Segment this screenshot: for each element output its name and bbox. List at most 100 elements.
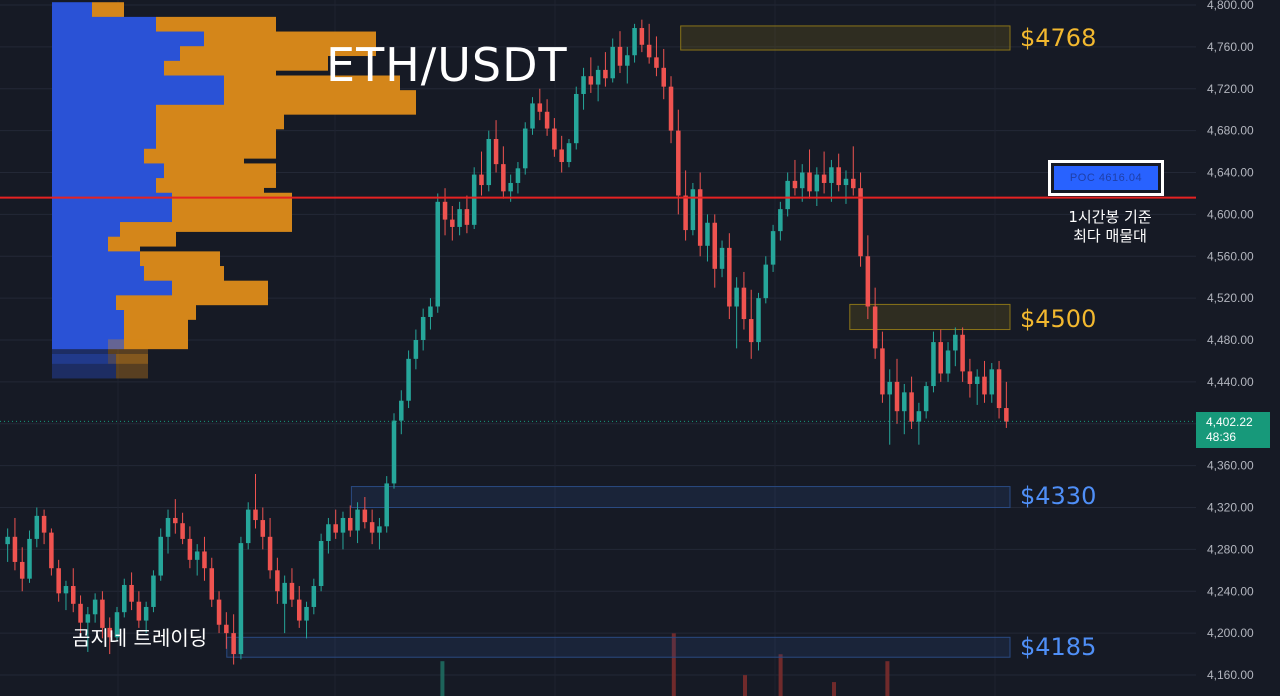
candle-body [989, 369, 995, 395]
candle-body [5, 536, 10, 545]
candle-body [530, 103, 535, 129]
poc-callout: POC 4616.04 [1048, 160, 1164, 196]
candle-body [646, 44, 652, 58]
candle-body [384, 483, 389, 527]
candle-body [333, 524, 338, 533]
volume-bar [671, 633, 676, 696]
candle-body [741, 287, 747, 320]
candle-body [515, 168, 521, 183]
candle-body [275, 570, 280, 592]
candle-body [202, 551, 207, 569]
y-tick-label: 4,360.00 [1207, 459, 1254, 473]
candle-body [697, 189, 703, 246]
candle-body [814, 174, 820, 192]
candle-body [705, 222, 710, 246]
candle-body [559, 149, 564, 163]
candle-body [617, 46, 623, 66]
volume-bar [778, 654, 783, 696]
candle-body [165, 517, 171, 537]
candle-body [122, 584, 127, 613]
candle-body [719, 247, 725, 269]
candle-body [348, 517, 353, 531]
candle-body [938, 342, 944, 374]
poc-note: 1시간봉 기준 최다 매물대 [1040, 208, 1180, 246]
candle-body [12, 536, 18, 562]
candle-body [967, 371, 973, 384]
candle-body [143, 606, 149, 621]
candle-body [756, 298, 761, 343]
candle-body [610, 46, 615, 79]
y-tick-label: 4,520.00 [1207, 291, 1254, 305]
candle-body [865, 256, 871, 307]
candle-body [552, 128, 557, 150]
candle-body [603, 69, 608, 79]
candle-body [282, 582, 287, 604]
candle-body [945, 350, 951, 374]
poc-note-line1: 1시간봉 기준 [1068, 208, 1152, 226]
candle-body [70, 586, 76, 604]
y-tick-label: 4,800.00 [1207, 0, 1254, 12]
candle-body [654, 57, 659, 68]
volume-bar [885, 661, 890, 696]
candle-body [595, 69, 601, 85]
candle-body [486, 139, 492, 186]
candle-body [880, 348, 885, 395]
candle-body [748, 319, 754, 343]
volume-bar [743, 675, 747, 696]
y-tick-label: 4,320.00 [1207, 501, 1254, 515]
candle-body [420, 316, 426, 340]
candle-body [340, 517, 346, 533]
zone-label-4185: $4185 [1020, 633, 1097, 661]
candle-body [785, 180, 790, 210]
zone-label-4768: $4768 [1020, 24, 1097, 52]
candle-body [909, 392, 914, 422]
candle-body [151, 575, 156, 607]
candle-body [224, 624, 229, 634]
candle-body [690, 189, 696, 231]
candle-body [136, 601, 142, 621]
candle-body [362, 509, 368, 523]
candle-body [544, 111, 550, 129]
y-tick-label: 4,240.00 [1207, 584, 1254, 598]
candle-body [78, 603, 83, 623]
y-tick-label: 4,200.00 [1207, 626, 1254, 640]
candle-body [267, 536, 273, 571]
candle-body [216, 599, 222, 625]
candle-body [573, 93, 579, 144]
candle-body [668, 86, 674, 131]
candle-body [245, 509, 251, 544]
volume-profile-down [116, 353, 148, 379]
volume-profile-up [52, 339, 108, 364]
brand-watermark: 곰지네 트레이딩 [72, 626, 208, 650]
candle-body [501, 164, 506, 192]
candle-body [916, 411, 922, 422]
candle-body [406, 358, 411, 401]
last-price-tag: 4,402.22 48:36 [1196, 412, 1270, 448]
candle-body [260, 520, 266, 537]
candle-body [799, 172, 805, 189]
candle-body [843, 178, 849, 186]
candle-body [318, 541, 324, 587]
candle-body [931, 342, 936, 387]
candle-body [19, 561, 25, 579]
candle-body [34, 515, 40, 539]
candle-body [180, 523, 185, 539]
volume-profile-down [108, 339, 148, 364]
zone-label-4500: $4500 [1020, 305, 1097, 333]
candle-body [894, 381, 900, 412]
candle-body [581, 76, 586, 94]
candle-body [100, 599, 105, 628]
candle-body [778, 209, 783, 232]
candle-body [85, 614, 91, 623]
candle-body [41, 515, 47, 533]
candle-body [712, 222, 718, 269]
candle-body [508, 182, 513, 192]
volume-bar [832, 682, 836, 696]
candle-body [763, 264, 769, 299]
chart-title: ETH/USDT [326, 38, 568, 92]
candle-body [792, 180, 798, 189]
candle-body [49, 532, 54, 569]
candle-body [27, 538, 32, 579]
candle-body [522, 128, 528, 169]
